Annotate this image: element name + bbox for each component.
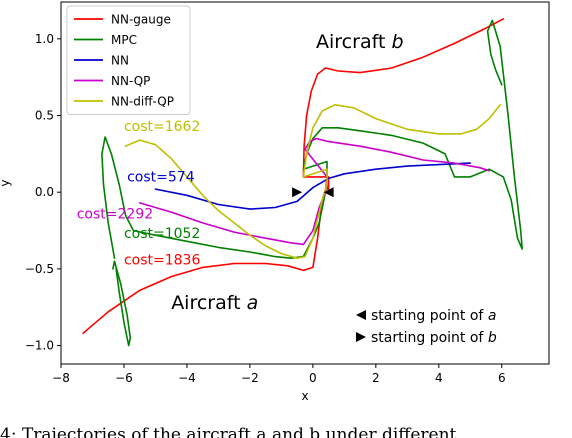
marker-legend-label-a: starting point of a [371,308,496,324]
x-tick-label: −8 [52,371,70,385]
series-line-nn-gauge [82,18,505,335]
legend-label-nn-diff-qp: NN-diff-QP [111,95,174,109]
legend-label-mpc: MPC [111,33,137,47]
x-axis: −8 −6 −4 −2 0 2 4 6 [52,364,506,385]
marker-legend-label-b: starting point of b [371,330,497,346]
y-tick-label: −0.5 [25,262,54,276]
figure-caption: 4: Trajectories of the aircraft a and b … [0,425,457,438]
annotation-cost-2292: cost=2292 [77,206,153,222]
y-tick-label: 0.5 [35,109,54,123]
series-line-nn [154,162,472,210]
x-axis-label: x [301,389,308,403]
x-tick-label: 0 [309,371,317,385]
y-tick-label: 0.0 [35,185,54,199]
x-tick-label: −4 [178,371,196,385]
y-axis: −1.0 −0.5 0.0 0.5 1.0 [25,32,61,353]
legend-label-nn-qp: NN-QP [111,74,150,88]
marker-legend: starting point of a starting point of b [356,308,497,346]
y-tick-label: −1.0 [25,339,54,353]
annotation-aircraft-a: Aircraft a [171,292,258,314]
legend-label-nn-gauge: NN-gauge [111,13,171,27]
legend-frame [66,5,191,115]
start-marker-a [323,187,334,198]
x-tick-label: −6 [115,371,133,385]
marker-legend-symbol-a [356,310,366,320]
x-tick-label: 6 [498,371,506,385]
start-marker-b [292,187,303,198]
annotation-layer: Aircraft b Aircraft a cost=1662 cost=574 cos… [77,31,404,314]
annotation-cost-1662: cost=1662 [124,119,200,135]
annotation-aircraft-b: Aircraft b [316,31,403,53]
plot-area: Aircraft b Aircraft a cost=1662 cost=574 cos… [60,1,550,365]
x-tick-label: 2 [372,371,380,385]
series-line-mpc [101,19,524,260]
annotation-cost-1052: cost=1052 [124,226,200,242]
start-marker-layer [292,187,334,198]
y-tick-label: 1.0 [35,32,54,46]
x-tick-label: 4 [435,371,443,385]
legend: NN-gauge MPC NN NN-QP NN-diff-QP [66,5,191,115]
annotation-cost-1836: cost=1836 [124,252,200,268]
x-tick-label: −2 [241,371,259,385]
annotation-cost-574: cost=574 [127,169,195,185]
axes-frame [60,1,550,365]
legend-label-nn: NN [111,54,129,68]
series-line-mpc-2 [112,260,132,347]
trajectory-chart: Aircraft b Aircraft a cost=1662 cost=574 cos… [0,1,550,403]
marker-legend-symbol-b [356,332,366,342]
y-axis-label: y [0,179,12,186]
